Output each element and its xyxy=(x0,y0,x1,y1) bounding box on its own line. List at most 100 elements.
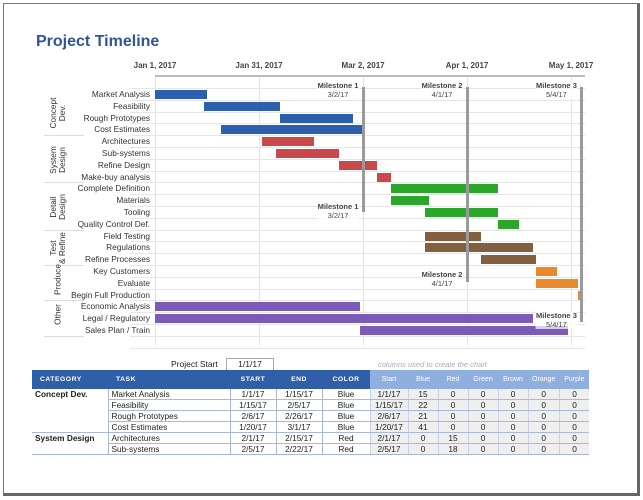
gantt-bar[interactable] xyxy=(155,90,207,99)
brown-days-cell[interactable]: 0 xyxy=(497,389,528,400)
blue-days-cell[interactable]: 22 xyxy=(407,399,438,411)
brown-days-cell[interactable]: 0 xyxy=(497,421,528,433)
brown-days-cell[interactable]: 0 xyxy=(497,410,528,422)
gantt-bar[interactable] xyxy=(279,113,353,123)
red-days-cell[interactable]: 0 xyxy=(437,421,468,433)
color-cell[interactable]: Blue xyxy=(321,410,370,422)
red-days-cell[interactable]: 0 xyxy=(437,410,468,422)
task-cell[interactable]: Sub-systems xyxy=(107,443,230,455)
start-cell[interactable]: 2/6/17 xyxy=(229,410,276,422)
end-cell[interactable]: 2/15/17 xyxy=(275,432,322,444)
blue-days-cell[interactable]: 15 xyxy=(407,389,438,400)
green-days-cell[interactable]: 0 xyxy=(467,443,498,455)
purple-days-cell[interactable]: 0 xyxy=(558,443,590,455)
task-label: Quality Control Def. xyxy=(77,218,150,229)
start-cell[interactable]: 2/5/17 xyxy=(229,443,276,455)
gantt-bar[interactable] xyxy=(262,137,315,147)
green-days-cell[interactable]: 0 xyxy=(467,389,498,400)
gantt-chart[interactable]: Market Analysis Feasibility Rough Prototyp… xyxy=(44,77,585,349)
orange-days-cell[interactable]: 0 xyxy=(527,389,560,400)
purple-days-cell[interactable]: 0 xyxy=(558,389,590,400)
task-cell[interactable]: Market Analysis xyxy=(107,389,230,400)
category-cell[interactable] xyxy=(32,411,108,422)
category-divider xyxy=(44,229,84,231)
color-cell[interactable]: Blue xyxy=(321,399,370,411)
end-cell[interactable]: 2/26/17 xyxy=(275,410,322,422)
end-cell[interactable]: 2/5/17 xyxy=(275,399,322,411)
color-cell[interactable]: Blue xyxy=(321,421,370,433)
category-cell[interactable]: Concept Dev. xyxy=(35,389,88,400)
gantt-bar[interactable] xyxy=(390,196,429,206)
task-cell[interactable]: Feasibility xyxy=(107,399,230,411)
gantt-bar[interactable] xyxy=(359,326,568,335)
blue-days-cell[interactable]: 0 xyxy=(407,443,438,455)
gantt-bar[interactable] xyxy=(220,125,363,135)
task-cell[interactable]: Architectures xyxy=(107,432,230,444)
purple-days-cell[interactable]: 0 xyxy=(558,410,590,422)
task-cell[interactable]: Cost Estimates xyxy=(107,421,230,433)
end-cell[interactable]: 1/15/17 xyxy=(275,389,322,400)
green-days-cell[interactable]: 0 xyxy=(467,399,498,411)
purple-days-cell[interactable]: 0 xyxy=(558,432,590,444)
color-cell[interactable]: Red xyxy=(321,443,370,455)
orange-days-cell[interactable]: 0 xyxy=(527,443,560,455)
green-days-cell[interactable]: 0 xyxy=(467,421,498,433)
gantt-bar[interactable] xyxy=(376,172,391,182)
task-label: Sales Plan / Train xyxy=(84,325,150,335)
green-days-cell[interactable]: 0 xyxy=(467,410,498,422)
blue-days-cell[interactable]: 0 xyxy=(407,432,438,444)
category-cell[interactable] xyxy=(32,421,108,433)
gantt-bar[interactable] xyxy=(276,149,339,158)
orange-days-cell[interactable]: 0 xyxy=(527,399,560,411)
helper-start-cell[interactable]: 2/1/17 xyxy=(369,432,408,444)
category-cell[interactable] xyxy=(32,400,108,411)
red-days-cell[interactable]: 0 xyxy=(437,389,468,400)
color-cell[interactable]: Blue xyxy=(321,389,370,400)
gantt-bar[interactable] xyxy=(390,184,499,194)
red-days-cell[interactable]: 18 xyxy=(437,443,468,455)
task-cell[interactable]: Rough Prototypes xyxy=(107,410,230,422)
gantt-bar[interactable] xyxy=(203,101,280,111)
color-cell[interactable]: Red xyxy=(321,432,370,444)
start-cell[interactable]: 1/15/17 xyxy=(229,399,276,411)
orange-days-cell[interactable]: 0 xyxy=(527,432,560,444)
gantt-bar[interactable] xyxy=(536,278,578,288)
gantt-bar[interactable] xyxy=(498,219,520,229)
orange-days-cell[interactable]: 0 xyxy=(527,421,560,433)
horizontal-gridline xyxy=(130,158,585,160)
start-cell[interactable]: 2/1/17 xyxy=(229,432,276,444)
green-days-cell[interactable]: 0 xyxy=(467,432,498,444)
helper-start-cell[interactable]: 2/5/17 xyxy=(369,443,408,455)
red-days-cell[interactable]: 15 xyxy=(437,432,468,444)
red-days-cell[interactable]: 0 xyxy=(437,399,468,411)
category-cell[interactable]: System Design xyxy=(32,432,108,444)
col-header-start: START xyxy=(230,370,276,389)
blue-days-cell[interactable]: 41 xyxy=(407,421,438,433)
helper-start-cell[interactable]: 1/20/17 xyxy=(369,421,408,433)
gantt-bar[interactable] xyxy=(425,231,481,241)
helper-start-cell[interactable]: 1/1/17 xyxy=(369,389,408,400)
milestone-label: Milestone 2 4/1/17 xyxy=(421,81,463,99)
end-cell[interactable]: 2/22/17 xyxy=(275,443,322,455)
gantt-bar[interactable] xyxy=(338,160,377,170)
gantt-bar[interactable] xyxy=(425,208,499,217)
orange-days-cell[interactable]: 0 xyxy=(527,410,560,422)
gantt-bar[interactable] xyxy=(155,302,360,312)
end-cell[interactable]: 3/1/17 xyxy=(275,421,322,433)
category-cell[interactable] xyxy=(32,443,108,455)
start-cell[interactable]: 1/1/17 xyxy=(229,389,276,400)
purple-days-cell[interactable]: 0 xyxy=(558,399,590,411)
blue-days-cell[interactable]: 21 xyxy=(407,410,438,422)
gantt-bar[interactable] xyxy=(536,267,558,276)
brown-days-cell[interactable]: 0 xyxy=(497,443,528,455)
brown-days-cell[interactable]: 0 xyxy=(497,432,528,444)
gantt-bar[interactable] xyxy=(155,314,533,324)
brown-days-cell[interactable]: 0 xyxy=(497,399,528,411)
helper-start-cell[interactable]: 2/6/17 xyxy=(369,410,408,422)
gantt-bar[interactable] xyxy=(425,243,533,253)
purple-days-cell[interactable]: 0 xyxy=(558,421,590,433)
start-cell[interactable]: 1/20/17 xyxy=(229,421,276,433)
gantt-bar[interactable] xyxy=(577,290,582,300)
helper-start-cell[interactable]: 1/15/17 xyxy=(369,399,408,411)
gantt-bar[interactable] xyxy=(480,255,537,265)
